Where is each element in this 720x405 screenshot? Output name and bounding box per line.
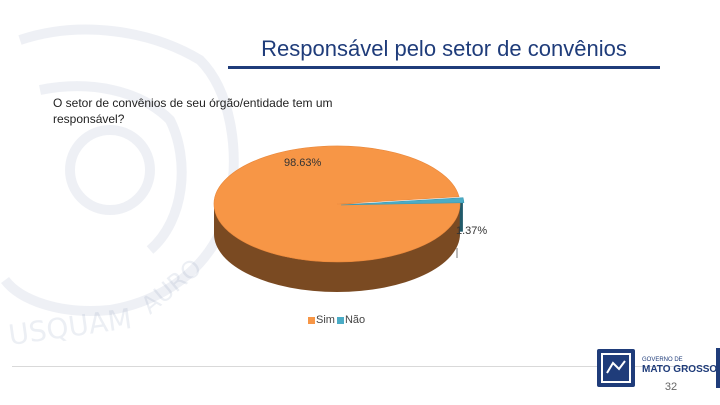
- logo-small-text: GOVERNO DE: [642, 357, 683, 363]
- legend-item-sim: Sim: [308, 314, 335, 326]
- logo-big-text: MATO GROSSO: [642, 364, 718, 375]
- state-logo-icon: [597, 349, 635, 387]
- footer-divider: [12, 366, 712, 367]
- pie-side-sim: [214, 204, 460, 292]
- page-number: 32: [664, 381, 678, 393]
- pie-slice-nao: [340, 197, 465, 206]
- legend-item-nao: Não: [336, 314, 366, 326]
- corner-accent-bar: [716, 348, 720, 388]
- legend-swatch-sim: [308, 316, 315, 324]
- state-logo-text: GOVERNO DE MATO GROSSO: [642, 356, 717, 376]
- survey-question: O setor de convênios de seu órgão/entida…: [53, 96, 333, 126]
- data-label-nao: 1.37%: [456, 225, 487, 237]
- legend-label-sim: Sim: [316, 314, 335, 326]
- legend-swatch-nao: [336, 316, 344, 324]
- legend-label-nao: Não: [344, 314, 366, 326]
- title-underline: Responsável pelo setor de convênios: [228, 34, 660, 69]
- pie-slice-sim: [213, 145, 461, 263]
- page-title: Responsável pelo setor de convênios: [261, 36, 627, 61]
- chart-legend: Sim Não: [308, 314, 367, 326]
- pie-edge-nao: [459, 201, 463, 232]
- data-label-sim: 98.63%: [284, 157, 322, 169]
